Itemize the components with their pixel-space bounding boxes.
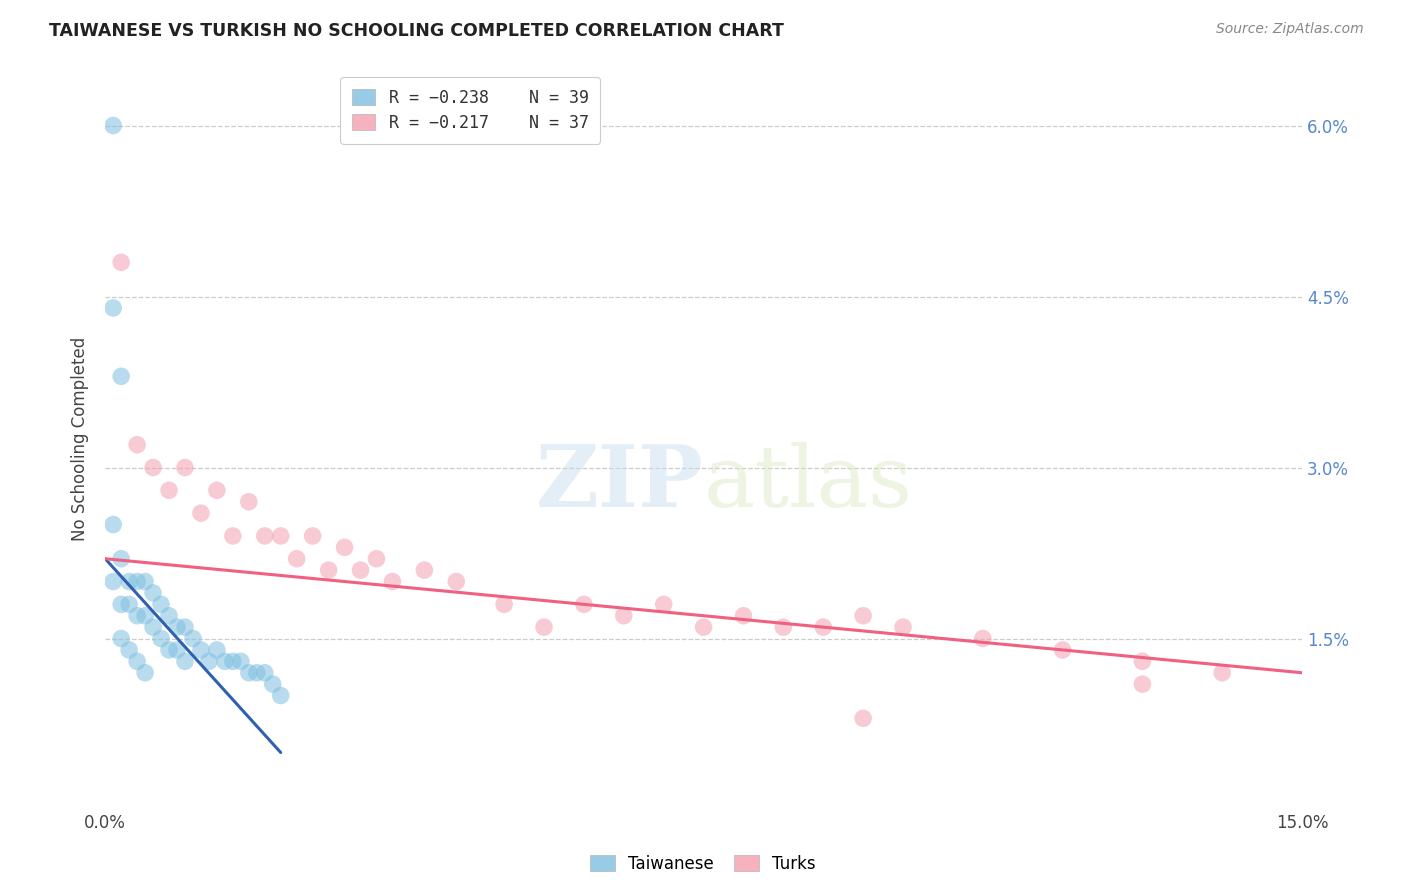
Point: [142, 620, 165, 634]
Point: [134, 574, 156, 589]
Point: [190, 506, 212, 520]
Point: [205, 483, 228, 498]
Point: [150, 632, 173, 646]
Point: [222, 654, 245, 668]
Point: [533, 620, 555, 634]
Point: [270, 689, 292, 703]
Point: [238, 665, 260, 680]
Point: [613, 608, 636, 623]
Point: [652, 598, 675, 612]
Point: [733, 608, 755, 623]
Point: [238, 494, 260, 508]
Point: [366, 551, 388, 566]
Point: [142, 586, 165, 600]
Point: [127, 608, 149, 623]
Point: [222, 529, 245, 543]
Legend: Taiwanese, Turks: Taiwanese, Turks: [583, 848, 823, 880]
Point: [285, 551, 308, 566]
Point: [103, 119, 125, 133]
Point: [118, 574, 141, 589]
Point: [318, 563, 340, 577]
Point: [134, 608, 156, 623]
Point: [246, 665, 269, 680]
Text: atlas: atlas: [703, 442, 912, 525]
Point: [174, 620, 197, 634]
Point: [110, 598, 132, 612]
Point: [103, 517, 125, 532]
Point: [150, 598, 173, 612]
Point: [127, 654, 149, 668]
Y-axis label: No Schooling Completed: No Schooling Completed: [72, 337, 89, 541]
Point: [190, 643, 212, 657]
Point: [301, 529, 323, 543]
Point: [157, 483, 180, 498]
Point: [103, 301, 125, 315]
Point: [852, 608, 875, 623]
Point: [813, 620, 835, 634]
Point: [110, 551, 132, 566]
Point: [349, 563, 371, 577]
Point: [891, 620, 914, 634]
Point: [1132, 677, 1154, 691]
Point: [229, 654, 252, 668]
Point: [446, 574, 468, 589]
Point: [253, 529, 276, 543]
Point: [253, 665, 276, 680]
Point: [110, 369, 132, 384]
Point: [166, 643, 188, 657]
Point: [214, 654, 236, 668]
Text: ZIP: ZIP: [536, 442, 703, 525]
Point: [333, 541, 356, 555]
Point: [127, 438, 149, 452]
Point: [413, 563, 436, 577]
Text: Source: ZipAtlas.com: Source: ZipAtlas.com: [1216, 22, 1364, 37]
Point: [127, 574, 149, 589]
Point: [110, 255, 132, 269]
Point: [110, 632, 132, 646]
Legend: R = −0.238    N = 39, R = −0.217    N = 37: R = −0.238 N = 39, R = −0.217 N = 37: [340, 77, 600, 144]
Point: [181, 632, 204, 646]
Point: [174, 460, 197, 475]
Point: [270, 529, 292, 543]
Point: [157, 643, 180, 657]
Point: [262, 677, 284, 691]
Point: [1211, 665, 1233, 680]
Point: [157, 608, 180, 623]
Point: [381, 574, 404, 589]
Point: [852, 711, 875, 725]
Point: [1132, 654, 1154, 668]
Point: [972, 632, 994, 646]
Text: TAIWANESE VS TURKISH NO SCHOOLING COMPLETED CORRELATION CHART: TAIWANESE VS TURKISH NO SCHOOLING COMPLE…: [49, 22, 785, 40]
Point: [692, 620, 714, 634]
Point: [118, 643, 141, 657]
Point: [772, 620, 794, 634]
Point: [1052, 643, 1074, 657]
Point: [142, 460, 165, 475]
Point: [572, 598, 595, 612]
Point: [103, 574, 125, 589]
Point: [174, 654, 197, 668]
Point: [198, 654, 221, 668]
Point: [166, 620, 188, 634]
Point: [494, 598, 516, 612]
Point: [134, 665, 156, 680]
Point: [205, 643, 228, 657]
Point: [118, 598, 141, 612]
